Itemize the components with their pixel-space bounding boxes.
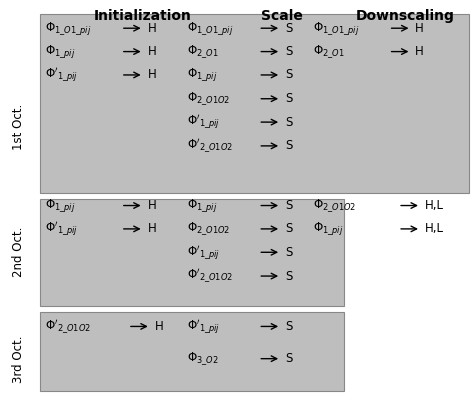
Text: Scale: Scale — [261, 9, 303, 23]
Text: S: S — [285, 139, 292, 152]
Text: H,L: H,L — [425, 199, 444, 212]
Text: $\Phi_{2\_O1O2}$: $\Phi_{2\_O1O2}$ — [187, 90, 230, 107]
Text: H: H — [415, 22, 424, 35]
Text: $\Phi_{1\_pij}$: $\Phi_{1\_pij}$ — [187, 197, 218, 214]
Bar — [40, 312, 344, 391]
Text: $\Phi_{1\_pij}$: $\Phi_{1\_pij}$ — [45, 197, 75, 214]
Text: $\Phi'_{1\_pij}$: $\Phi'_{1\_pij}$ — [45, 220, 78, 238]
Text: S: S — [285, 270, 292, 283]
Text: H: H — [155, 320, 163, 333]
Text: $\Phi_{1\_pij}$: $\Phi_{1\_pij}$ — [45, 43, 75, 60]
Text: H: H — [147, 45, 156, 58]
Bar — [40, 14, 469, 193]
Text: 1st Oct.: 1st Oct. — [11, 104, 25, 150]
Text: H: H — [147, 199, 156, 212]
Text: S: S — [285, 320, 292, 333]
Text: $\Phi'_{1\_pij}$: $\Phi'_{1\_pij}$ — [187, 317, 220, 336]
Text: $\Phi_{1\_O1\_pij}$: $\Phi_{1\_O1\_pij}$ — [187, 20, 234, 37]
Text: S: S — [285, 45, 292, 58]
Text: S: S — [285, 222, 292, 235]
Text: $\Phi_{2\_O1}$: $\Phi_{2\_O1}$ — [187, 43, 219, 60]
Bar — [40, 199, 344, 306]
Text: $\Phi'_{2\_O1O2}$: $\Phi'_{2\_O1O2}$ — [187, 267, 233, 285]
Text: $\Phi_{1\_pij}$: $\Phi_{1\_pij}$ — [313, 220, 343, 237]
Text: $\Phi_{1\_pij}$: $\Phi_{1\_pij}$ — [187, 66, 218, 83]
Text: $\Phi'_{1\_pij}$: $\Phi'_{1\_pij}$ — [187, 243, 220, 262]
Text: S: S — [285, 116, 292, 129]
Text: $\Phi_{1\_O1\_pij}$: $\Phi_{1\_O1\_pij}$ — [313, 20, 359, 37]
Text: S: S — [285, 69, 292, 81]
Text: $\Phi_{3\_O2}$: $\Phi_{3\_O2}$ — [187, 350, 219, 367]
Text: $\Phi'_{2\_O1O2}$: $\Phi'_{2\_O1O2}$ — [45, 317, 91, 336]
Text: $\Phi_{2\_O1O2}$: $\Phi_{2\_O1O2}$ — [313, 197, 356, 214]
Text: S: S — [285, 199, 292, 212]
Text: Downscaling: Downscaling — [356, 9, 455, 23]
Text: H: H — [147, 22, 156, 35]
Text: S: S — [285, 352, 292, 365]
Text: $\Phi'_{1\_pij}$: $\Phi'_{1\_pij}$ — [45, 66, 78, 84]
Text: H,L: H,L — [425, 222, 444, 235]
Text: $\Phi_{2\_O1O2}$: $\Phi_{2\_O1O2}$ — [187, 220, 230, 237]
Text: H: H — [415, 45, 424, 58]
Text: S: S — [285, 92, 292, 105]
Text: S: S — [285, 246, 292, 259]
Text: Initialization: Initialization — [93, 9, 191, 23]
Text: $\Phi'_{2\_O1O2}$: $\Phi'_{2\_O1O2}$ — [187, 137, 233, 155]
Text: H: H — [147, 222, 156, 235]
Text: $\Phi_{1\_O1\_pij}$: $\Phi_{1\_O1\_pij}$ — [45, 20, 91, 37]
Text: H: H — [147, 69, 156, 81]
Text: 3rd Oct.: 3rd Oct. — [11, 336, 25, 383]
Text: S: S — [285, 22, 292, 35]
Text: $\Phi'_{1\_pij}$: $\Phi'_{1\_pij}$ — [187, 113, 220, 131]
Text: 2nd Oct.: 2nd Oct. — [11, 226, 25, 277]
Text: $\Phi_{2\_O1}$: $\Phi_{2\_O1}$ — [313, 43, 345, 60]
